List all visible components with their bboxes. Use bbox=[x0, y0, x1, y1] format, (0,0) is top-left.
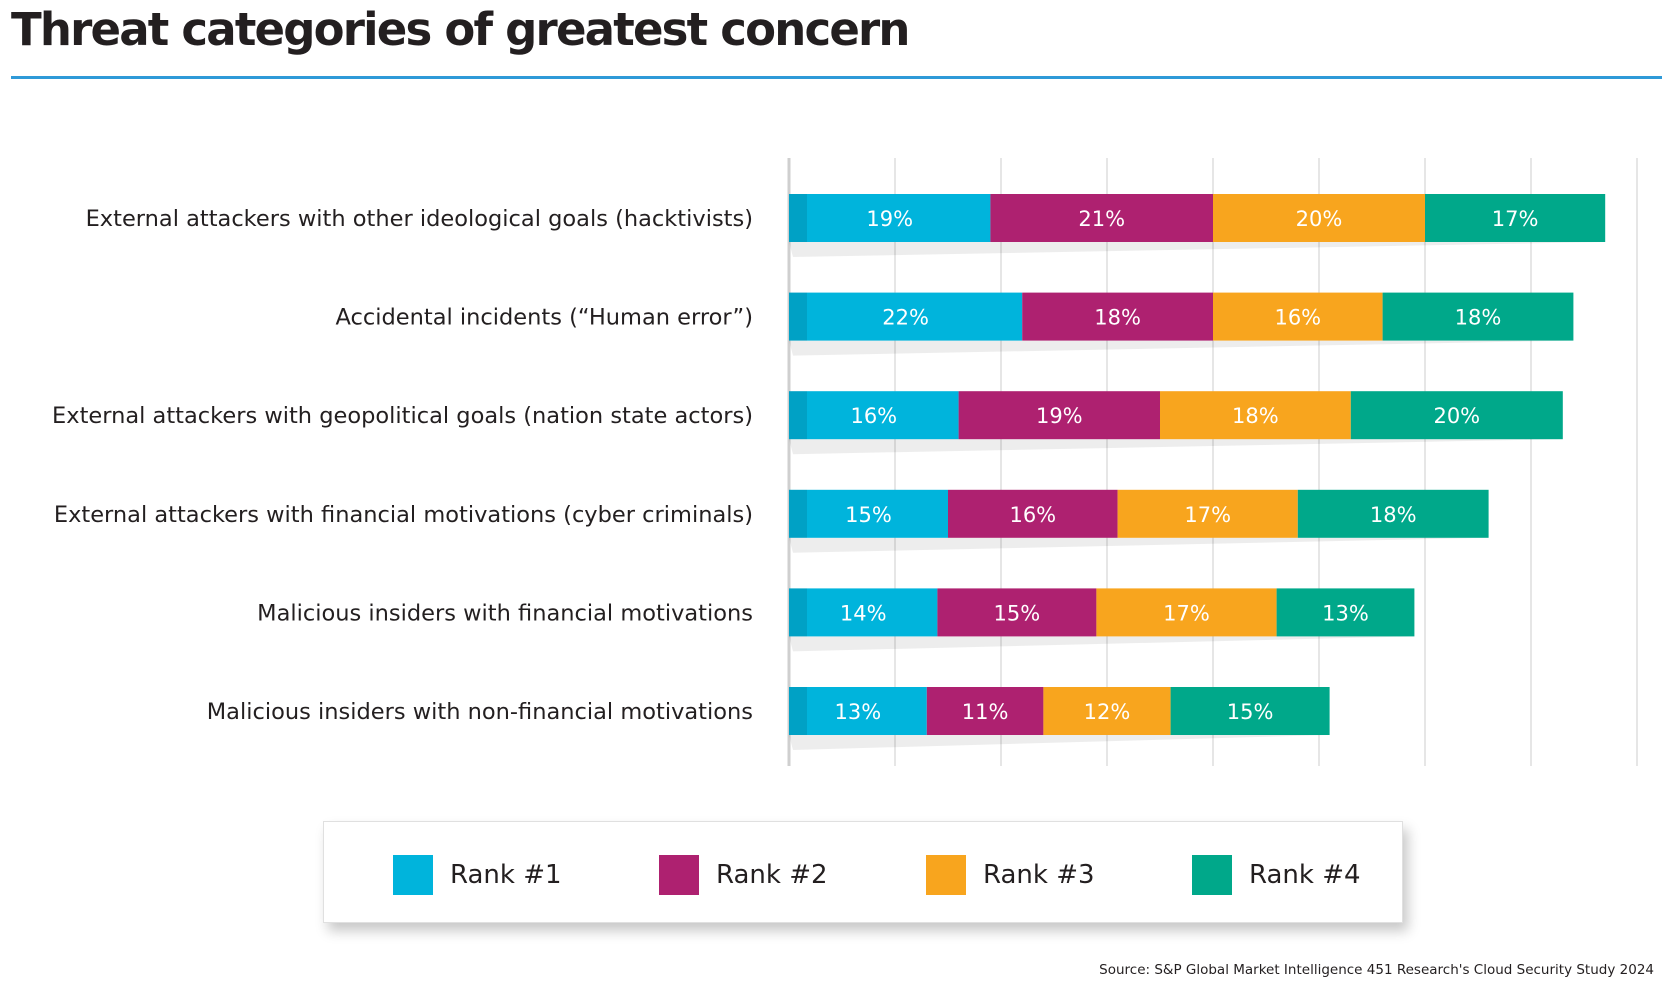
stacked-bar-chart: 19% 21% 20% 17% 22% 18% 16% 18% 16% 19% 18% 20% 15% 1… bbox=[52, 158, 1638, 766]
bar-edge-shade bbox=[789, 489, 807, 538]
data-label: 18% bbox=[1094, 306, 1141, 330]
data-label: 18% bbox=[1232, 404, 1279, 428]
legend-swatch-rank-3 bbox=[926, 855, 966, 895]
data-label: 16% bbox=[850, 404, 897, 428]
data-label: 17% bbox=[1184, 503, 1231, 527]
gridlines bbox=[787, 158, 1638, 766]
chart-title: Threat categories of greatest concern bbox=[11, 3, 910, 56]
bar-segment-rank-3 bbox=[1096, 588, 1277, 637]
bar-segment-rank-3 bbox=[1117, 489, 1298, 538]
bar-segment-rank-4 bbox=[1276, 588, 1415, 637]
bars: 19% 21% 20% 17% 22% 18% 16% 18% 16% 19% 18% 20% 15% 1… bbox=[789, 194, 1606, 735]
bar-shadow bbox=[789, 242, 1606, 257]
bar-segment-rank-3 bbox=[1160, 391, 1351, 440]
data-label: 16% bbox=[1274, 306, 1321, 330]
data-label: 15% bbox=[994, 601, 1041, 625]
bar-segment-rank-2 bbox=[948, 489, 1118, 538]
bar-segment-rank-3 bbox=[1213, 292, 1383, 341]
legend-item-rank-4: Rank #4 bbox=[1192, 855, 1361, 895]
bar-segment-rank-2 bbox=[958, 391, 1160, 440]
bar-segment-rank-1 bbox=[789, 687, 927, 735]
bar-edge-shade bbox=[789, 194, 807, 242]
data-label: 17% bbox=[1163, 601, 1210, 625]
bar-segment-rank-1 bbox=[789, 194, 991, 242]
bar-segment-rank-4 bbox=[1170, 687, 1330, 735]
category-label: External attackers with financial motiva… bbox=[54, 502, 753, 528]
category-label: External attackers with geopolitical goa… bbox=[52, 403, 753, 429]
data-label: 16% bbox=[1009, 503, 1056, 527]
legend: Rank #1 Rank #2 Rank #3 Rank #4 bbox=[323, 821, 1403, 923]
data-label: 22% bbox=[882, 306, 929, 330]
bar-shadow bbox=[789, 735, 1330, 750]
bar-shadow bbox=[789, 340, 1574, 356]
bar-segment-rank-1 bbox=[789, 292, 1023, 341]
data-label: 20% bbox=[1433, 404, 1480, 428]
source-note: Source: S&P Global Market Intelligence 4… bbox=[1099, 962, 1654, 978]
legend-item-rank-1: Rank #1 bbox=[393, 855, 562, 895]
bar-segment-rank-1 bbox=[789, 489, 948, 538]
data-label: 15% bbox=[1227, 700, 1274, 724]
bar-segment-rank-2 bbox=[990, 194, 1213, 242]
data-label: 13% bbox=[835, 700, 882, 724]
data-label: 19% bbox=[866, 207, 913, 231]
data-label: 21% bbox=[1078, 207, 1125, 231]
data-label: 20% bbox=[1296, 207, 1343, 231]
bar-segment-rank-2 bbox=[1022, 292, 1213, 341]
category-label: External attackers with other ideologica… bbox=[86, 206, 753, 232]
bar-segment-rank-3 bbox=[1043, 687, 1171, 735]
bar-segment-rank-4 bbox=[1350, 391, 1563, 440]
bar-edge-shade bbox=[789, 391, 807, 440]
bar-segment-rank-4 bbox=[1297, 489, 1489, 538]
bar-segment-rank-4 bbox=[1382, 292, 1574, 341]
legend-swatch-rank-4 bbox=[1192, 855, 1232, 895]
bar-edge-shade bbox=[789, 588, 807, 637]
data-label: 11% bbox=[962, 700, 1009, 724]
data-label: 15% bbox=[845, 503, 892, 527]
legend-label-rank-3: Rank #3 bbox=[983, 860, 1095, 890]
bar-segment-rank-2 bbox=[937, 588, 1097, 637]
legend-label-rank-2: Rank #2 bbox=[716, 860, 828, 890]
data-label: 14% bbox=[840, 601, 887, 625]
data-label: 12% bbox=[1084, 700, 1131, 724]
bar-shadow bbox=[789, 636, 1415, 652]
legend-swatch-rank-2 bbox=[659, 855, 699, 895]
bar-shadow bbox=[789, 439, 1563, 455]
data-label: 13% bbox=[1322, 601, 1369, 625]
category-labels: External attackers with other ideologica… bbox=[52, 206, 753, 725]
bar-segment-rank-2 bbox=[926, 687, 1044, 735]
bar-shadows bbox=[789, 242, 1606, 750]
legend-label-rank-1: Rank #1 bbox=[450, 860, 562, 890]
data-label: 19% bbox=[1036, 404, 1083, 428]
legend-item-rank-2: Rank #2 bbox=[659, 855, 828, 895]
data-label: 17% bbox=[1492, 207, 1539, 231]
bar-segment-rank-3 bbox=[1213, 194, 1425, 242]
data-label: 18% bbox=[1455, 306, 1502, 330]
bar-edge-shade bbox=[789, 687, 807, 735]
bar-segment-rank-1 bbox=[789, 391, 959, 440]
bar-segment-rank-4 bbox=[1425, 194, 1606, 242]
category-label: Malicious insiders with non-financial mo… bbox=[207, 699, 753, 725]
bar-edge-shade bbox=[789, 292, 807, 341]
bar-segment-rank-1 bbox=[789, 588, 938, 637]
legend-swatch-rank-1 bbox=[393, 855, 433, 895]
category-label: Accidental incidents (“Human error”) bbox=[336, 305, 754, 331]
title-divider bbox=[11, 76, 1662, 79]
legend-item-rank-3: Rank #3 bbox=[926, 855, 1095, 895]
data-label: 18% bbox=[1370, 503, 1417, 527]
category-label: Malicious insiders with financial motiva… bbox=[257, 600, 753, 626]
bar-shadow bbox=[789, 537, 1489, 553]
legend-label-rank-4: Rank #4 bbox=[1249, 860, 1361, 890]
